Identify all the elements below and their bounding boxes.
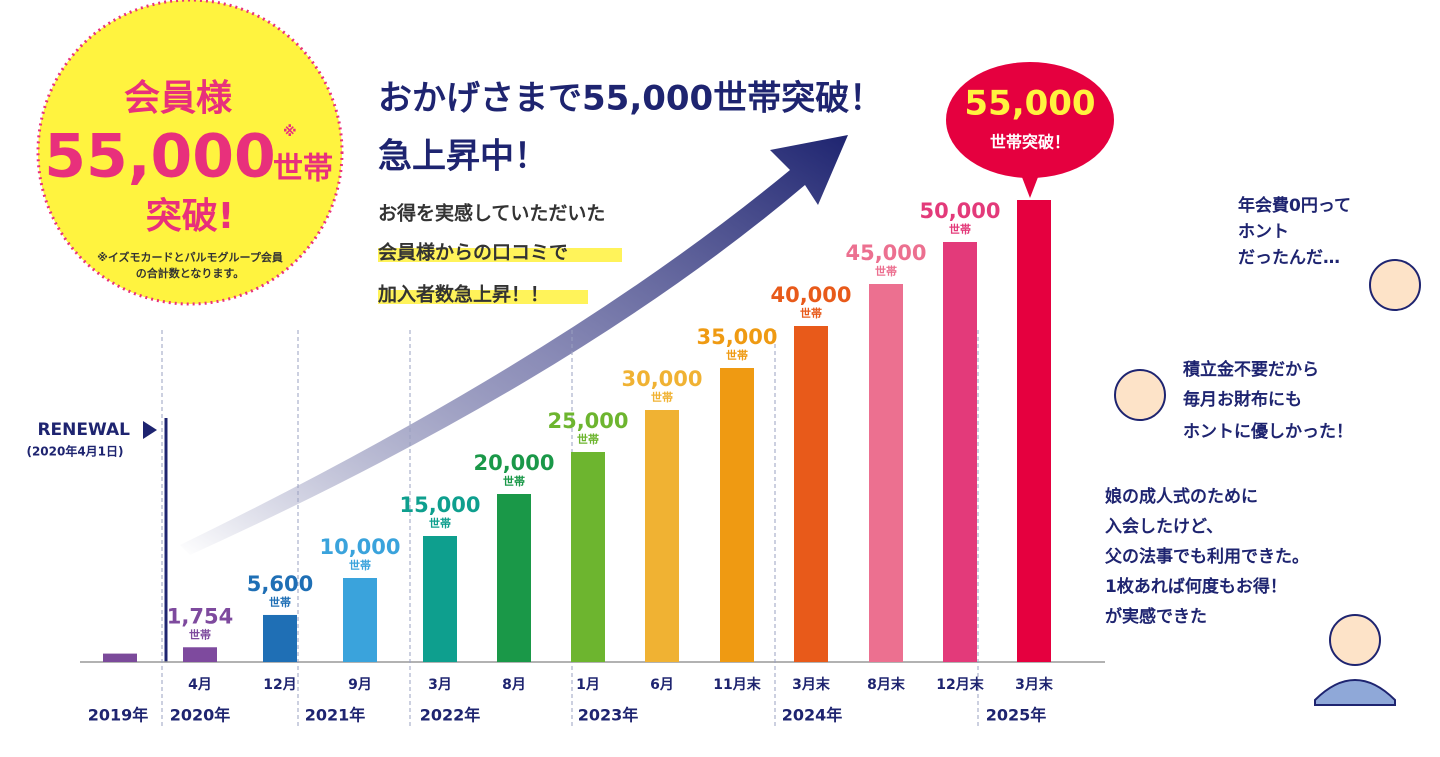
value-unit: 世帯 (875, 264, 897, 278)
value-label: 20,000 (473, 451, 554, 475)
person-icon (1369, 259, 1421, 311)
year-label: 2020年 (170, 706, 231, 725)
value-unit: 世帯 (503, 474, 525, 488)
x-tick-label: 1月 (576, 677, 600, 693)
subtext: 加入者数急上昇！！ (377, 283, 549, 306)
value-unit: 世帯突破！ (990, 133, 1070, 152)
x-tick-label: 11月末 (713, 676, 761, 693)
x-tick-label: 4月 (188, 677, 212, 693)
value-unit: 世帯 (349, 558, 371, 572)
year-label: 2025年 (986, 706, 1047, 725)
value-unit: 世帯 (189, 627, 211, 641)
x-tick-label: 12月 (263, 677, 296, 693)
headline: 急上昇中！ (378, 137, 548, 177)
person-body (1314, 679, 1396, 706)
year-label: 2019年 (88, 706, 149, 725)
x-tick-label: 3月末 (792, 676, 831, 693)
value-label: 10,000 (319, 535, 400, 559)
bar (497, 494, 531, 662)
year-label: 2021年 (305, 706, 366, 725)
x-tick-label: 9月 (348, 677, 372, 693)
value-label: 5,600 (247, 572, 313, 596)
x-tick-label: 12月末 (936, 676, 984, 693)
value-label: 30,000 (621, 367, 702, 391)
comment: 娘の成人式のために (1105, 486, 1258, 507)
bar (869, 284, 903, 662)
bar (103, 653, 137, 662)
x-tick-label: 3月末 (1015, 676, 1054, 693)
highlight (378, 248, 622, 262)
comment: 1枚あれば何度もお得！ (1105, 576, 1287, 597)
value-unit: 世帯 (949, 222, 971, 236)
x-tick-label: 8月 (502, 677, 526, 693)
bar (1017, 200, 1051, 662)
bubble (946, 62, 1114, 178)
value-unit: 世帯 (726, 348, 748, 362)
subtext: 会員様からの口コミで (378, 241, 568, 264)
comment: が実感できた (1105, 606, 1207, 627)
badge-line: 会員様 (124, 78, 233, 119)
bar (423, 536, 457, 662)
value-label: 35,000 (696, 325, 777, 349)
comment: 年会費0円って (1238, 195, 1351, 216)
badge-line: 突破! (146, 196, 234, 237)
comment: だったんだ… (1238, 248, 1340, 268)
subtext: お得を実感していただいた (378, 202, 605, 225)
value-unit: 世帯 (577, 432, 599, 446)
badge-mark: ※ (283, 124, 297, 140)
year-label: 2022年 (420, 706, 481, 725)
comment: 積立金不要だから (1183, 359, 1319, 380)
comment: 父の法事でも利用できた。 (1104, 546, 1309, 567)
value-unit: 世帯 (651, 390, 673, 404)
badge (36, 0, 344, 306)
value-label: 55,000 (964, 84, 1095, 124)
value-unit: 世帯 (800, 306, 822, 320)
value-label: 15,000 (399, 493, 480, 517)
bar (183, 647, 217, 662)
badge-note: ※イズモカードとパルモグループ会員 (97, 250, 283, 264)
value-label: 50,000 (919, 199, 1000, 223)
renewal-label: RENEWAL (37, 420, 130, 440)
comment: ホントに優しかった！ (1183, 421, 1353, 442)
bar (645, 410, 679, 662)
bubble-tail (1020, 172, 1040, 198)
comment: ホント (1238, 222, 1289, 242)
comment: 入会したけど、 (1105, 516, 1223, 537)
year-label: 2024年 (782, 706, 843, 725)
value-label: 1,754 (167, 604, 233, 628)
headline: おかげさまで55,000世帯突破！ (378, 79, 883, 119)
bar (571, 452, 605, 662)
value-unit: 世帯 (429, 516, 451, 530)
badge-note: の合計数となります。 (136, 266, 245, 280)
person-icon (1114, 369, 1166, 421)
year-label: 2023年 (578, 706, 639, 725)
value-unit: 世帯 (269, 595, 291, 609)
x-tick-label: 8月末 (867, 676, 906, 693)
x-tick-label: 3月 (428, 677, 452, 693)
x-tick-label: 6月 (650, 677, 674, 693)
renewal-pointer (143, 421, 157, 439)
bar (943, 242, 977, 662)
bar (263, 614, 297, 662)
badge-number: 55,000 (44, 122, 276, 192)
growth-arrow (180, 135, 848, 555)
value-label: 45,000 (845, 241, 926, 265)
renewal-date: (2020年4月1日) (26, 444, 123, 459)
highlight (378, 290, 588, 304)
value-label: 40,000 (770, 283, 851, 307)
bar (794, 326, 828, 662)
value-label: 25,000 (547, 409, 628, 433)
bar (343, 578, 377, 662)
comment: 毎月お財布にも (1183, 389, 1302, 410)
bar (720, 368, 754, 662)
person-icon (1329, 614, 1381, 666)
badge-unit: 世帯 (273, 152, 333, 187)
